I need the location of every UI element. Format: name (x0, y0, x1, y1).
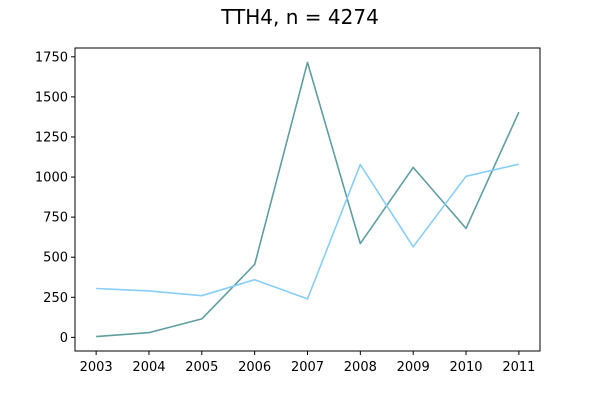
x-tick-label: 2003 (80, 360, 113, 375)
y-tick-label: 1750 (35, 50, 68, 65)
x-tick-label: 2004 (132, 360, 165, 375)
series-layer (96, 61, 520, 338)
x-tick-label: 2011 (502, 360, 535, 375)
y-tick-label: 500 (43, 251, 68, 266)
x-tick-label: 2005 (185, 360, 218, 375)
x-axis: 2003 2004 2005 2006 2007 2008 2009 2010 2011 (80, 351, 535, 375)
y-tick-label: 250 (43, 291, 68, 306)
chart-title: TTH4, n = 4274 (220, 5, 379, 29)
y-axis: 0 250 500 750 1000 1250 1500 1750 (35, 50, 75, 346)
series-line-1 (96, 61, 520, 338)
series-line-2 (96, 163, 520, 300)
x-tick-label: 2009 (397, 360, 430, 375)
x-tick-label: 2010 (449, 360, 482, 375)
y-tick-label: 1250 (35, 130, 68, 145)
plot-frame (74, 47, 541, 352)
y-tick-label: 1500 (35, 90, 68, 105)
y-tick-label: 0 (60, 331, 68, 346)
y-tick-label: 750 (43, 211, 68, 226)
x-tick-label: 2008 (344, 360, 377, 375)
x-tick-label: 2007 (291, 360, 324, 375)
y-tick-label: 1000 (35, 171, 68, 186)
x-tick-label: 2006 (238, 360, 271, 375)
